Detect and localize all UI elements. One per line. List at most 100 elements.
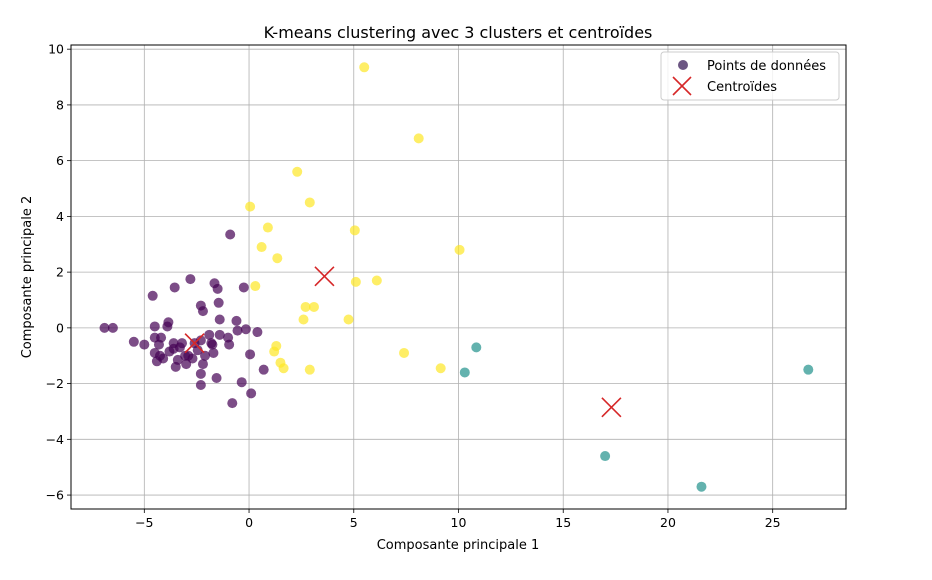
data-point-cluster-0	[187, 353, 198, 364]
legend-centroid-marker	[672, 76, 692, 96]
y-tick-label: −2	[46, 376, 64, 391]
data-point-cluster-0	[197, 306, 208, 317]
data-point-cluster-0	[149, 321, 160, 332]
data-point-cluster-0	[169, 282, 180, 293]
data-point-cluster-2	[350, 276, 361, 287]
data-point-cluster-0	[227, 398, 238, 409]
data-point-cluster-1	[600, 451, 611, 462]
y-tick-label: 10	[48, 42, 64, 57]
data-point-cluster-2	[343, 314, 354, 325]
y-tick-label: 8	[56, 97, 64, 112]
data-point-cluster-2	[349, 225, 360, 236]
data-point-cluster-2	[435, 363, 446, 374]
grid	[71, 45, 846, 509]
legend-label-centroids: Centroïdes	[707, 80, 777, 95]
x-tick-label: 25	[765, 515, 781, 530]
data-point-cluster-0	[128, 336, 139, 347]
data-point-cluster-0	[197, 359, 208, 370]
data-point-cluster-1	[696, 481, 707, 492]
data-point-cluster-2	[256, 242, 267, 253]
x-tick-label: 0	[245, 515, 253, 530]
data-point-cluster-0	[195, 379, 206, 390]
data-point-cluster-0	[207, 339, 218, 350]
data-point-cluster-0	[147, 290, 158, 301]
data-point-cluster-2	[300, 301, 311, 312]
data-point-cluster-0	[246, 388, 257, 399]
data-point-cluster-2	[271, 340, 282, 351]
data-point-cluster-0	[195, 335, 206, 346]
data-point-cluster-0	[225, 229, 236, 240]
centroid-marker-2	[314, 266, 335, 287]
y-axis-ticks: −6 −4 −2 0 2 4 6 8 10	[46, 42, 71, 503]
data-point-cluster-2	[308, 301, 319, 312]
data-point-cluster-0	[192, 345, 203, 356]
data-point-cluster-2	[262, 222, 273, 233]
data-point-cluster-2	[359, 62, 370, 73]
data-point-cluster-0	[258, 364, 269, 375]
data-point-cluster-0	[208, 347, 219, 358]
data-point-cluster-0	[139, 339, 150, 350]
data-point-cluster-2	[298, 314, 309, 325]
data-point-cluster-0	[213, 297, 224, 308]
data-point-cluster-2	[454, 244, 465, 255]
data-point-cluster-0	[211, 373, 222, 384]
x-tick-label: −5	[135, 515, 153, 530]
x-tick-label: 20	[660, 515, 676, 530]
data-point-cluster-0	[158, 353, 169, 364]
data-point-cluster-0	[245, 349, 256, 360]
data-point-cluster-2	[250, 281, 261, 292]
x-tick-label: 5	[350, 515, 358, 530]
legend-label-points: Points de données	[707, 59, 826, 74]
data-point-cluster-0	[214, 329, 225, 340]
chart-title: K-means clustering avec 3 clusters et ce…	[264, 23, 653, 42]
y-tick-label: 4	[56, 209, 64, 224]
data-point-cluster-0	[177, 338, 188, 349]
legend-point-marker	[678, 60, 688, 70]
centroids	[184, 266, 622, 418]
x-tick-label: 10	[451, 515, 467, 530]
data-point-cluster-2	[292, 166, 303, 177]
data-point-cluster-0	[172, 354, 183, 365]
data-point-cluster-0	[156, 332, 167, 343]
data-point-cluster-0	[232, 325, 243, 336]
legend: Points de données Centroïdes	[660, 51, 840, 101]
data-point-cluster-0	[195, 368, 206, 379]
data-point-cluster-0	[163, 317, 174, 328]
y-tick-label: 6	[56, 153, 64, 168]
data-point-cluster-0	[238, 282, 249, 293]
data-point-cluster-0	[236, 377, 247, 388]
data-point-cluster-2	[245, 201, 256, 212]
data-point-cluster-2	[399, 347, 410, 358]
legend-box	[660, 51, 840, 101]
data-point-cluster-2	[371, 275, 382, 286]
data-point-cluster-2	[413, 133, 424, 144]
data-point-cluster-0	[252, 327, 263, 338]
data-point-cluster-0	[99, 322, 110, 333]
x-axis-ticks: −5 0 5 10 15 20 25	[135, 509, 781, 530]
data-point-cluster-2	[304, 197, 315, 208]
centroid-marker-0	[184, 333, 205, 354]
data-points	[99, 62, 814, 492]
centroid-marker-1	[601, 397, 622, 418]
data-point-cluster-0	[200, 350, 211, 361]
data-point-cluster-0	[214, 314, 225, 325]
x-tick-label: 15	[555, 515, 571, 530]
data-point-cluster-0	[240, 324, 251, 335]
data-point-cluster-1	[471, 342, 482, 353]
data-point-cluster-1	[459, 367, 470, 378]
data-point-cluster-0	[212, 283, 223, 294]
data-point-cluster-0	[185, 274, 196, 285]
y-tick-label: −6	[46, 488, 64, 503]
y-tick-label: −4	[46, 432, 64, 447]
data-point-cluster-2	[278, 363, 289, 374]
y-tick-label: 0	[56, 320, 64, 335]
y-tick-label: 2	[56, 265, 64, 280]
data-point-cluster-1	[803, 364, 814, 375]
data-point-cluster-2	[272, 253, 283, 264]
x-axis-label: Composante principale 1	[377, 538, 540, 553]
data-point-cluster-0	[224, 339, 235, 350]
y-axis-label: Composante principale 2	[20, 196, 35, 359]
data-point-cluster-0	[107, 322, 118, 333]
data-point-cluster-0	[231, 315, 242, 326]
